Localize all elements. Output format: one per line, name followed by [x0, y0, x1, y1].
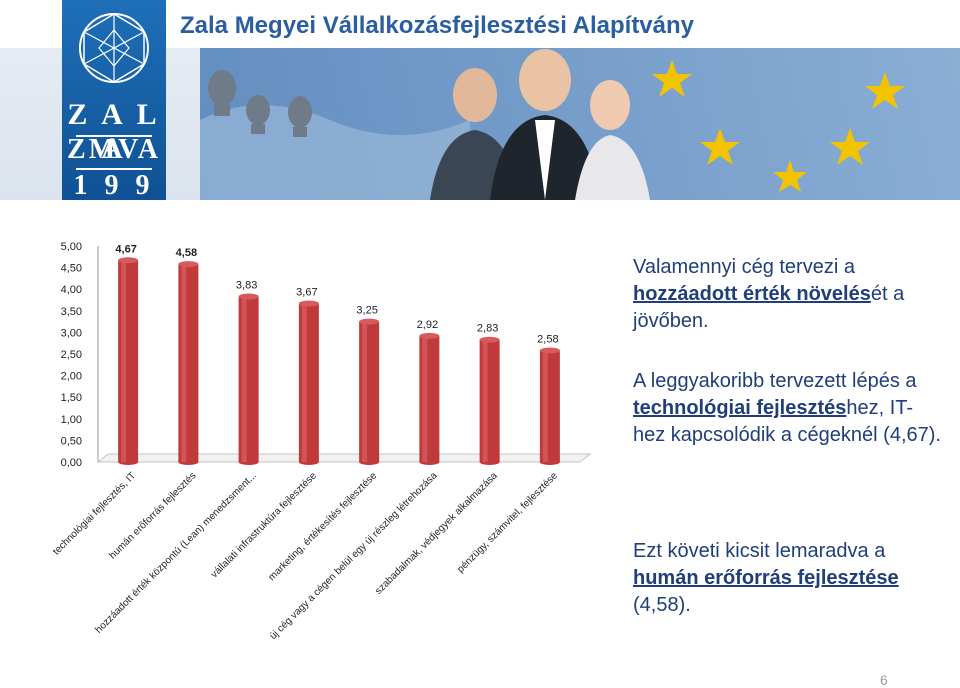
organization-title: Zala Megyei Vállalkozásfejlesztési Alapí… [180, 12, 695, 39]
y-tick-label: 5,00 [61, 241, 82, 253]
y-tick-label: 2,00 [61, 371, 82, 383]
bar-cap [238, 293, 259, 300]
header-banner: Z A L A ZMVA 1 9 9 2 Zala Megyei Vállalk… [0, 0, 960, 200]
text-paragraph-1: Valamennyi cég tervezi a hozzáadott érté… [633, 256, 905, 332]
eu-stars-decoration [652, 60, 905, 192]
text-paragraph-2: A leggyakoribb tervezett lépés a technol… [633, 370, 941, 446]
x-tick-label: vállalati infrastruktúra fejlesztése [209, 470, 319, 580]
zala-zmva-logo: Z A L A ZMVA 1 9 9 2 [62, 0, 166, 200]
y-tick-label: 1,00 [61, 414, 82, 426]
bar [359, 318, 380, 465]
lightbulb-icon [208, 70, 312, 137]
data-label: 3,67 [296, 286, 317, 298]
bar [238, 293, 259, 465]
people-photo [430, 49, 650, 200]
data-label: 2,83 [477, 323, 498, 335]
data-label: 3,83 [236, 280, 257, 292]
logo-text-zmva: ZMVA [67, 134, 161, 165]
logo-text-year: 1 9 9 2 [73, 170, 155, 200]
bar [298, 300, 319, 465]
bar-highlight [181, 264, 187, 462]
x-tick-label: szabadalmak, védjegyek alkalmazása [373, 470, 500, 597]
data-label: 4,67 [115, 243, 136, 255]
bar-cap [479, 336, 500, 343]
bar [178, 261, 199, 465]
y-tick-label: 1,50 [61, 392, 82, 404]
globe-logo-icon [79, 13, 149, 83]
y-tick-label: 0,50 [61, 435, 82, 447]
bar-cap [539, 347, 560, 354]
logo-divider [76, 135, 152, 137]
bar-highlight [121, 260, 127, 462]
logo-text-zala: Z A L A [67, 98, 161, 165]
x-tick-label: pénzügy, számvitel, fejlesztése [455, 470, 560, 575]
y-tick-label: 4,50 [61, 263, 82, 275]
bar [419, 332, 440, 465]
bar-chart: 0,00 0,50 1,00 1,50 2,00 2,50 3,00 3,50 4,00 4,50… [51, 241, 592, 642]
bar [539, 347, 560, 465]
bar-highlight [482, 339, 488, 462]
x-tick-label: marketing, értékesítés fejlesztése [267, 470, 380, 583]
bar-highlight [422, 335, 428, 462]
data-label: 4,58 [176, 247, 197, 259]
chart-floor [96, 453, 592, 463]
y-tick-label: 2,50 [61, 349, 82, 361]
bar-cap [298, 300, 319, 307]
page-number: 6 [880, 672, 888, 688]
y-tick-label: 0,00 [61, 457, 82, 469]
y-tick-label: 3,50 [61, 306, 82, 318]
data-label: 2,92 [417, 319, 438, 331]
bar [118, 257, 139, 465]
text-paragraph-3: Ezt követi kicsit lemaradva a humán erőf… [633, 540, 899, 616]
bar-cap [178, 261, 199, 268]
bar-cap [118, 257, 139, 264]
bar-highlight [362, 321, 368, 462]
bar [479, 336, 500, 465]
y-tick-label: 3,00 [61, 327, 82, 339]
data-label: 3,25 [356, 305, 377, 317]
bar-cap [419, 332, 440, 339]
y-tick-label: 4,00 [61, 284, 82, 296]
data-label: 2,58 [537, 334, 558, 346]
bar-highlight [241, 296, 247, 462]
bar-cap [359, 318, 380, 325]
bar-highlight [301, 303, 307, 462]
bar-highlight [542, 350, 548, 462]
logo-divider [76, 168, 152, 170]
